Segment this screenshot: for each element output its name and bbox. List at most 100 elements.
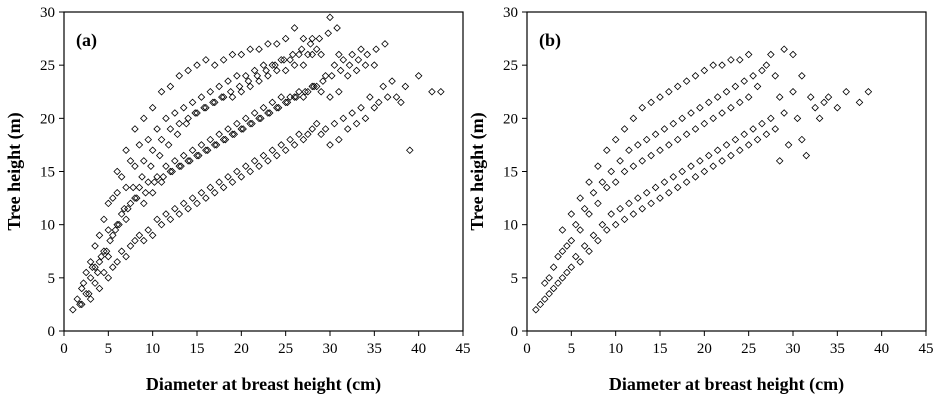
data-point — [113, 189, 121, 197]
data-point — [620, 125, 629, 133]
data-point — [361, 114, 370, 123]
data-point — [558, 226, 567, 234]
data-point — [175, 162, 184, 170]
data-point — [173, 130, 182, 139]
data-point — [295, 130, 303, 139]
data-point — [625, 199, 633, 208]
data-point — [651, 183, 660, 192]
data-point — [140, 157, 148, 165]
x-tick-label: 40 — [411, 341, 426, 357]
data-point — [326, 141, 334, 149]
data-point — [150, 178, 159, 186]
data-point — [124, 204, 132, 213]
data-point — [219, 183, 228, 192]
data-point — [219, 56, 228, 64]
data-point — [718, 157, 726, 165]
data-point — [798, 135, 806, 144]
data-point — [428, 87, 436, 96]
data-point — [175, 72, 184, 80]
y-axis-title: Tree height (m) — [467, 112, 488, 230]
data-point — [264, 109, 272, 117]
data-point — [806, 93, 815, 101]
data-point — [85, 290, 93, 298]
data-point — [76, 300, 84, 309]
data-point — [585, 178, 593, 186]
data-point — [93, 268, 102, 277]
y-tick-label: 0 — [511, 324, 519, 340]
data-point — [352, 66, 361, 75]
data-point — [558, 247, 567, 256]
data-point — [224, 77, 232, 85]
data-point — [233, 167, 241, 176]
data-point — [233, 72, 241, 80]
y-tick-label: 30 — [503, 5, 518, 21]
data-point — [656, 93, 664, 101]
data-point — [111, 226, 120, 234]
data-point — [153, 125, 161, 133]
data-point — [195, 151, 203, 160]
data-point — [255, 45, 263, 53]
y-tick-label: 10 — [40, 218, 55, 234]
data-point — [131, 194, 139, 202]
x-tick-label: 35 — [367, 341, 382, 357]
data-point — [77, 300, 86, 309]
data-point — [758, 66, 766, 75]
data-point — [188, 194, 197, 202]
data-point — [545, 290, 553, 298]
data-point — [536, 300, 545, 309]
data-point — [687, 162, 695, 170]
x-tick-label: 10 — [608, 341, 623, 357]
data-point — [191, 109, 199, 117]
data-point — [629, 114, 638, 123]
data-point — [317, 50, 325, 59]
data-point — [682, 178, 691, 186]
data-point — [171, 109, 179, 117]
y-axis-title: Tree height (m) — [4, 112, 25, 230]
data-point — [558, 274, 567, 282]
data-point — [175, 210, 184, 218]
x-axis-title: Diameter at breast height (cm) — [609, 374, 844, 395]
data-point — [281, 146, 290, 154]
data-point — [144, 178, 152, 186]
data-point — [224, 125, 232, 133]
data-point — [336, 66, 345, 75]
data-point — [268, 146, 277, 154]
data-point — [700, 167, 709, 176]
data-point — [306, 40, 315, 48]
data-point — [117, 210, 126, 218]
data-point — [651, 130, 660, 139]
data-point — [607, 167, 615, 176]
data-point — [202, 103, 210, 112]
data-point — [264, 157, 272, 165]
y-tick-label: 30 — [40, 5, 55, 21]
data-point — [789, 50, 797, 59]
data-point — [95, 258, 104, 266]
data-point — [576, 226, 584, 234]
data-point — [122, 252, 130, 261]
data-point — [193, 109, 201, 117]
data-point — [567, 263, 576, 271]
data-point — [691, 173, 700, 181]
data-point — [104, 274, 113, 282]
data-point — [82, 290, 90, 298]
x-tick-label: 30 — [323, 341, 338, 357]
x-tick-label: 15 — [190, 341, 205, 357]
data-point — [148, 146, 157, 154]
data-point — [148, 231, 157, 240]
data-point — [219, 93, 228, 101]
data-point — [77, 284, 86, 293]
data-point — [95, 231, 104, 240]
data-point — [184, 157, 192, 165]
data-point — [138, 173, 146, 181]
data-point — [312, 119, 321, 128]
x-tick-label: 0 — [523, 341, 531, 357]
data-point — [682, 130, 691, 139]
data-point — [209, 98, 217, 107]
plot-frame — [63, 11, 464, 332]
chart-panel-a: 0 5 10 15 20 25 30 35 40 45 0 5 10 15 20 25 30 Diameter a… — [4, 5, 471, 395]
data-point — [603, 226, 611, 234]
data-point — [264, 72, 272, 80]
y-tick-label: 10 — [503, 218, 518, 234]
data-point — [268, 61, 277, 69]
data-point — [744, 141, 753, 149]
